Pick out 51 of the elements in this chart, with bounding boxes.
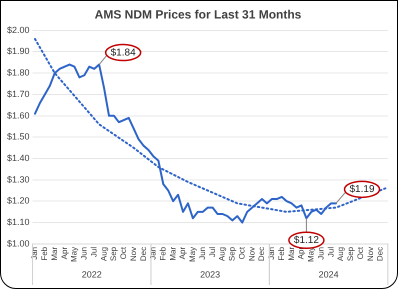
x-tick-label: Dec bbox=[257, 246, 266, 262]
y-tick-label: $1.70 bbox=[6, 88, 30, 99]
x-tick-label: Jun bbox=[198, 246, 207, 260]
y-tick-label: $1.00 bbox=[6, 238, 30, 248]
data-label: $1.84 bbox=[110, 47, 136, 58]
y-tick-label: $1.90 bbox=[6, 46, 30, 56]
y-tick-label: $1.40 bbox=[6, 152, 30, 163]
x-tick-label: May bbox=[70, 246, 79, 262]
x-tick-label: Nov bbox=[247, 246, 256, 262]
x-tick-label: May bbox=[188, 246, 198, 262]
x-tick-label: Feb bbox=[40, 246, 50, 261]
x-tick-label: Feb bbox=[158, 246, 168, 261]
y-tick-label: $1.60 bbox=[6, 110, 30, 120]
x-tick-label: Nov bbox=[128, 246, 138, 262]
x-tick-label: Oct bbox=[237, 246, 246, 260]
y-tick-label: $1.80 bbox=[6, 68, 30, 78]
x-tick-label: Apr bbox=[60, 246, 69, 260]
x-tick-label: Jan bbox=[30, 246, 40, 260]
x-tick-label: Apr bbox=[178, 246, 188, 260]
x-tick-label: Jun bbox=[80, 246, 89, 260]
x-tick-label: Nov bbox=[366, 246, 375, 262]
x-tick-label: Jul bbox=[326, 246, 336, 258]
x-tick-label: Jul bbox=[208, 246, 217, 258]
x-tick-label: Aug bbox=[99, 246, 108, 262]
x-tick-label: Oct bbox=[119, 246, 128, 260]
y-tick-label: $1.30 bbox=[6, 174, 30, 184]
y-tick-label: $1.10 bbox=[6, 217, 30, 228]
y-tick-label: $2.00 bbox=[6, 24, 30, 35]
data-label: $1.19 bbox=[349, 184, 375, 196]
x-tick-label: Dec bbox=[138, 246, 148, 262]
x-tick-label: Jan bbox=[267, 246, 276, 260]
text: 2024 bbox=[318, 269, 339, 280]
x-tick-label: Sep bbox=[346, 246, 356, 262]
text: 2023 bbox=[200, 269, 220, 280]
x-tick-label: Jul bbox=[89, 246, 98, 258]
x-tick-label: Oct bbox=[356, 246, 365, 260]
x-tick-label: Mar bbox=[50, 246, 59, 261]
x-tick-label: Sep bbox=[109, 246, 118, 262]
x-tick-label: Aug bbox=[336, 246, 346, 262]
x-tick-label: Mar bbox=[168, 246, 178, 261]
chart-title: AMS NDM Prices for Last 31 Months bbox=[94, 8, 302, 22]
x-tick-label: Feb bbox=[276, 246, 286, 261]
y-tick-label: $1.20 bbox=[6, 196, 30, 206]
x-tick-label: Sep bbox=[228, 246, 237, 262]
x-tick-label: Jun bbox=[316, 246, 326, 260]
x-tick-label: Dec bbox=[376, 246, 385, 262]
data-label: $1.12 bbox=[294, 235, 320, 246]
y-tick-label: $1.50 bbox=[6, 132, 30, 142]
x-tick-label: Aug bbox=[218, 246, 227, 262]
text: 2022 bbox=[82, 269, 102, 280]
x-tick-label: Mar bbox=[286, 246, 296, 261]
